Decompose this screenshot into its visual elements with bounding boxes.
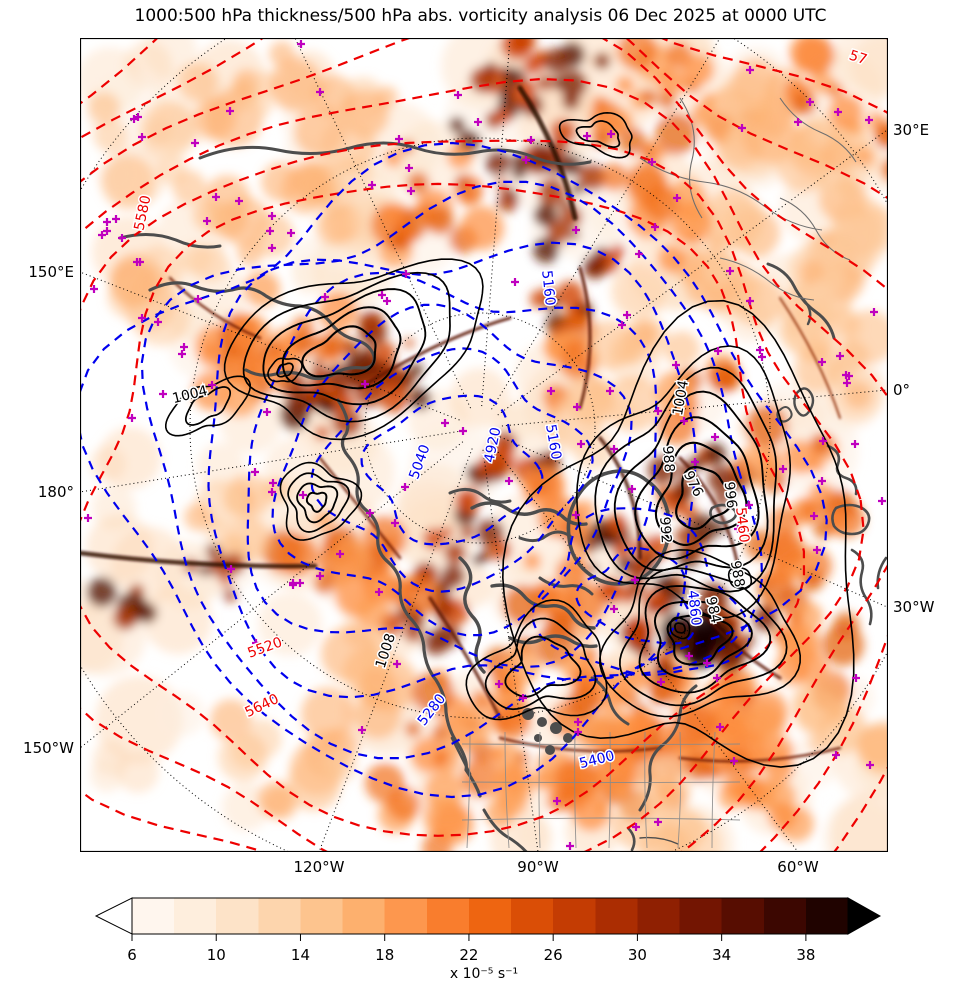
colorbar-tick-label: 10	[207, 946, 226, 964]
thickness-label-cold: 5160	[538, 269, 558, 306]
mslp-label: 992	[656, 516, 674, 544]
axis-label-90W: 90°W	[517, 858, 559, 876]
axis-label-0: 0°	[893, 381, 911, 399]
colorbar-under-arrow	[94, 897, 133, 935]
colorbar-over-arrow	[847, 897, 882, 935]
mslp-contours	[165, 111, 855, 768]
graticule	[80, 38, 888, 852]
thickness-label-warm: 5520	[246, 634, 285, 661]
map-frame: 5580 5520 5640 5460 57 5040 4920 5160 5160 5280 54…	[79, 37, 889, 853]
coastlines	[118, 97, 888, 852]
colorbar-tick-label: 38	[796, 946, 815, 964]
thickness-label-warm: 5460	[732, 506, 752, 543]
axis-label-150W: 150°W	[23, 739, 74, 757]
state-borders	[461, 731, 741, 849]
colorbar-unit-label: x 10⁻⁵ s⁻¹	[449, 966, 519, 982]
thickness-label-cold: 4860	[684, 589, 704, 626]
axis-label-180: 180°	[37, 483, 74, 501]
colorbar-tick-label: 18	[375, 946, 394, 964]
axis-label-120W: 120°W	[293, 858, 345, 876]
colorbar-tick-label: 22	[459, 946, 478, 964]
colorbar-tick-label: 26	[544, 946, 563, 964]
axis-label-30E: 30°E	[893, 121, 930, 139]
colorbar-tick-label: 14	[291, 946, 310, 964]
colorbar-tick-label: 34	[712, 946, 731, 964]
vorticity-filaments	[80, 85, 842, 763]
colorbar: 6 10 14 18 22 26 30 34 38	[0, 888, 961, 968]
axis-label-30W: 30°W	[893, 598, 935, 616]
vorticity-max-markers	[84, 40, 886, 850]
thickness-label-warm: 5640	[242, 691, 281, 721]
colorbar-tick-label: 6	[127, 946, 137, 964]
axis-label-150E: 150°E	[28, 263, 74, 281]
figure-title: 1000:500 hPa thickness/500 hPa abs. vort…	[134, 6, 827, 26]
colorbar-tick-label: 30	[628, 946, 647, 964]
axis-label-60W: 60°W	[777, 858, 819, 876]
thickness-label-warm: 57	[847, 48, 869, 69]
mslp-label: 988	[659, 445, 677, 473]
mslp-label: 988	[727, 559, 747, 588]
colorbar-canvas: 6 10 14 18 22 26 30 34 38	[94, 897, 882, 964]
mslp-label: 996	[721, 481, 740, 509]
colorbar-body	[131, 897, 849, 935]
